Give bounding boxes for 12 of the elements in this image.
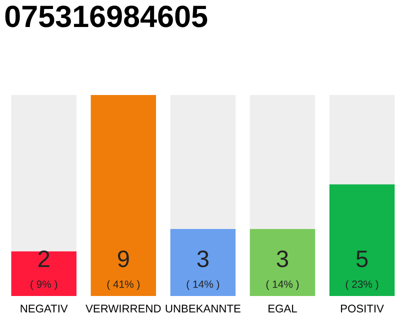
- data-label: 3 ( 14% ): [186, 250, 220, 290]
- data-label: 2 ( 9% ): [30, 250, 58, 290]
- chart-title: 075316984605: [5, 6, 208, 28]
- data-label: 3 ( 14% ): [266, 250, 299, 290]
- bar: [11, 251, 76, 296]
- data-label: 5 ( 23% ): [346, 250, 378, 290]
- x-tick-label: EGAL: [268, 304, 297, 312]
- x-tick-label: NEGATIV: [20, 304, 68, 312]
- x-tick-label: VERWIRREND: [86, 304, 161, 312]
- data-label: 9 ( 41% ): [107, 250, 140, 290]
- x-tick-label: UNBEKANNTE: [166, 304, 240, 312]
- x-tick-label: POSITIV: [341, 304, 384, 312]
